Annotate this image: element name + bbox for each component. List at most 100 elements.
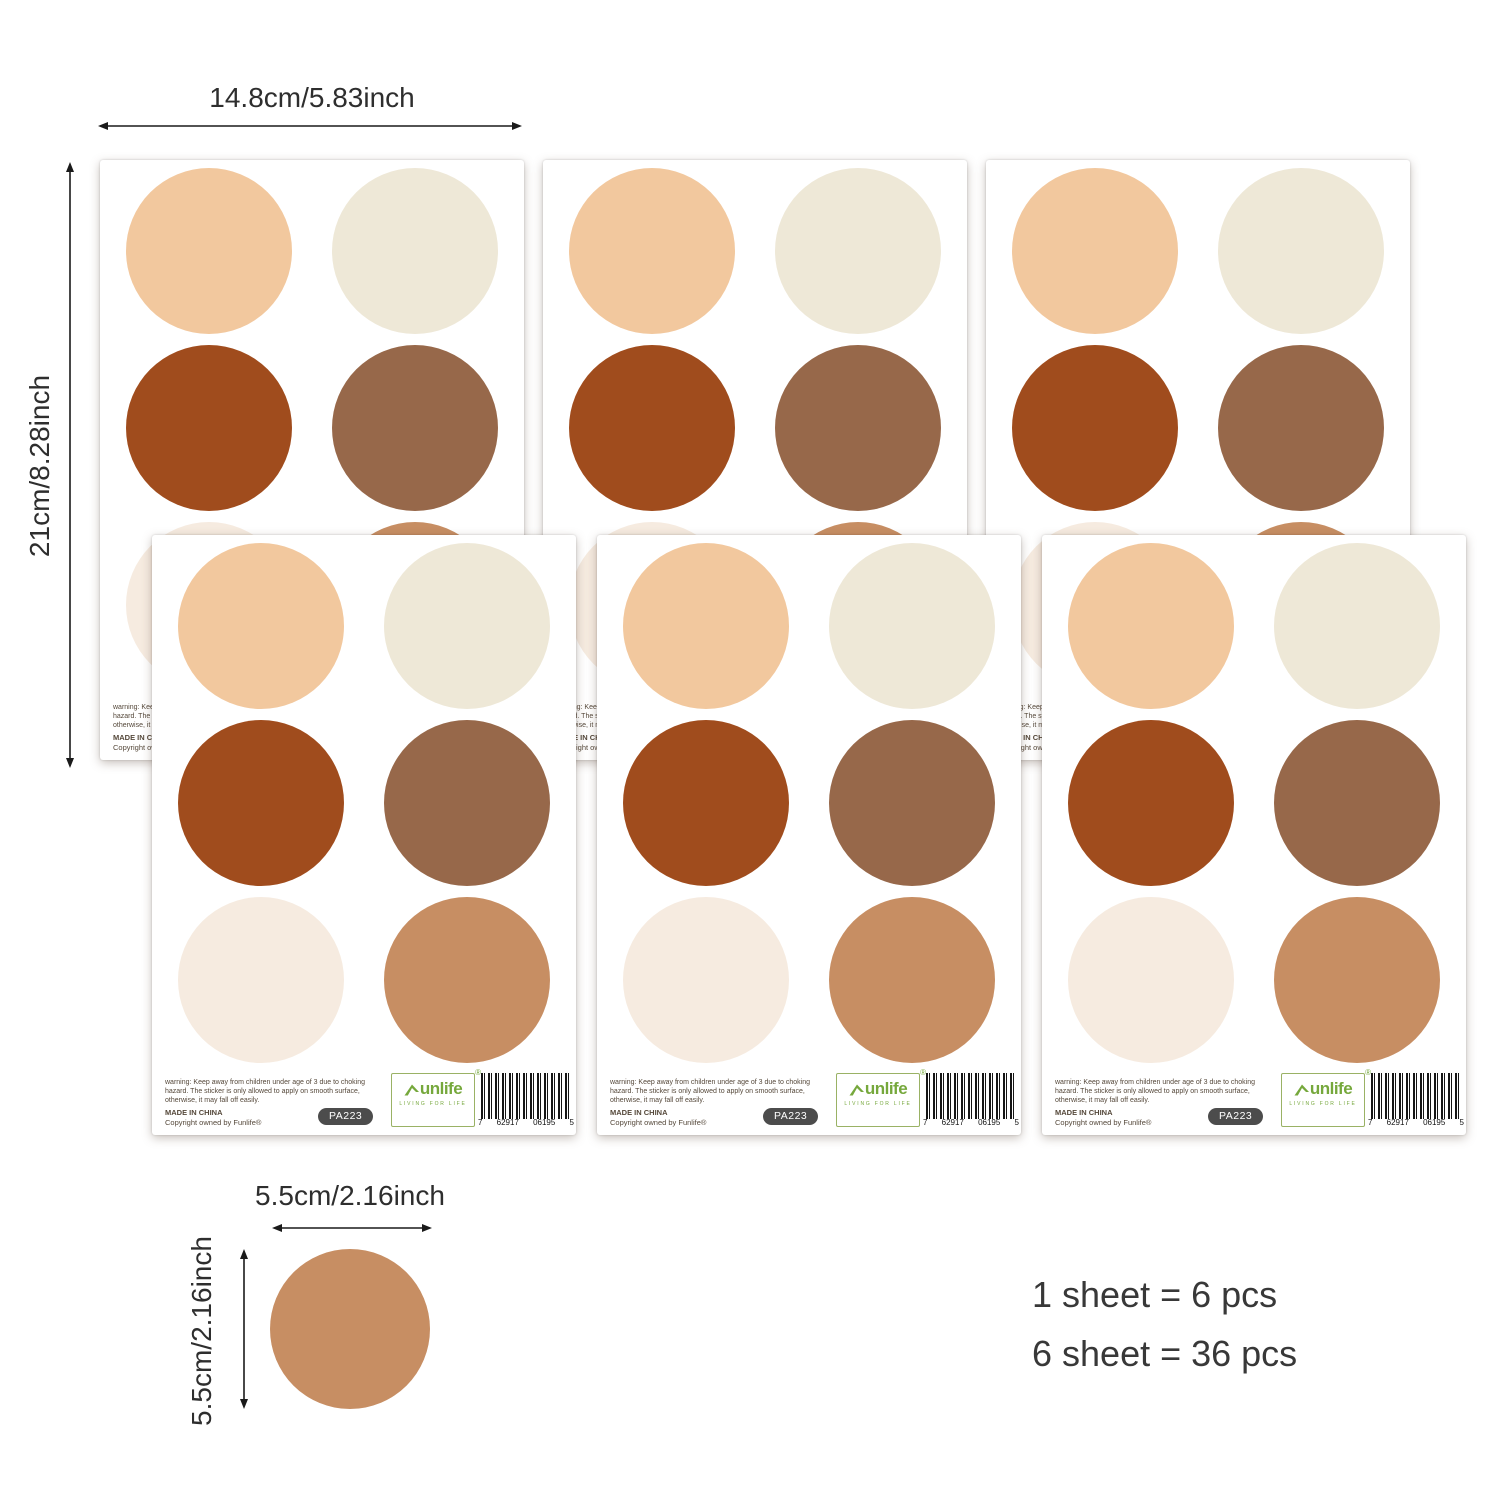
warning-text: warning: Keep away from children under a…	[1055, 1078, 1256, 1104]
dot-grid	[623, 543, 995, 1063]
height-arrow-icon	[66, 162, 74, 768]
house-roof-icon	[849, 1084, 864, 1096]
sticker-dot-rust	[178, 720, 344, 886]
sticker-dot-rust	[126, 345, 292, 511]
dot-grid	[178, 543, 550, 1063]
barcode-digit-lead: 7	[476, 1118, 485, 1127]
made-in-text: MADE IN CHINA	[610, 1108, 668, 1117]
sticker-sheet: warning: Keep away from children under a…	[1042, 535, 1466, 1135]
sticker-dot-brown	[384, 720, 550, 886]
sticker-dot-cream	[775, 168, 941, 334]
barcode-bars-icon	[926, 1073, 1016, 1119]
barcode-digit-group2: 06195	[1421, 1118, 1448, 1127]
made-in-text: MADE IN CHINA	[165, 1108, 223, 1117]
sticker-dot-brown	[1218, 345, 1384, 511]
sticker-dot-cream	[332, 168, 498, 334]
dot-width-label: 5.5cm/2.16inch	[255, 1180, 445, 1211]
barcode-digit-group2: 06195	[531, 1118, 558, 1127]
house-roof-icon	[404, 1084, 419, 1096]
sku-badge: PA223	[763, 1108, 819, 1125]
sticker-dot-terracotta	[384, 897, 550, 1063]
barcode-bars-icon	[481, 1073, 571, 1119]
logo-tagline: LIVING FOR LIFE	[1289, 1101, 1357, 1108]
warning-text: warning: Keep away from children under a…	[165, 1078, 366, 1104]
barcode-bars-icon	[1371, 1073, 1461, 1119]
registered-mark: ®	[475, 1068, 481, 1077]
sticker-dot-cream	[384, 543, 550, 709]
barcode-digits: 7 62917 06195 5	[1366, 1119, 1466, 1127]
sticker-dot-cream	[1218, 168, 1384, 334]
sku-badge: PA223	[1208, 1108, 1264, 1125]
sticker-sheet: warning: Keep away from children under a…	[152, 535, 576, 1135]
sticker-dot-peach	[623, 543, 789, 709]
single-sticker-dot	[270, 1249, 430, 1409]
sticker-dot-rust	[1068, 720, 1234, 886]
sku-badge: PA223	[318, 1108, 374, 1125]
brand-text: unlife	[419, 1079, 463, 1098]
sticker-dot-terracotta	[1274, 897, 1440, 1063]
sheet-width-label: 14.8cm/5.83inch	[209, 82, 415, 113]
logo-tagline: LIVING FOR LIFE	[399, 1101, 467, 1108]
copyright-text: Copyright owned by Funlife®	[165, 1118, 262, 1127]
sticker-dot-blush	[623, 897, 789, 1063]
sticker-dot-cream	[829, 543, 995, 709]
dot-grid	[1068, 543, 1440, 1063]
brand-text: unlife	[864, 1079, 908, 1098]
quantity-note: 1 sheet = 6 pcs 6 sheet = 36 pcs	[1032, 1265, 1297, 1383]
brand-text: unlife	[1309, 1079, 1353, 1098]
made-in-text: MADE IN CHINA	[1055, 1108, 1113, 1117]
dot-height-arrow-icon	[240, 1249, 248, 1409]
fine-print-text-block: warning: Keep away from children under a…	[610, 1078, 834, 1127]
sticker-dot-peach	[1012, 168, 1178, 334]
barcode: 7 62917 06195 5	[476, 1073, 576, 1127]
sticker-dot-blush	[178, 897, 344, 1063]
funlife-wordmark: unlife	[1282, 1079, 1364, 1098]
barcode: 7 62917 06195 5	[1366, 1073, 1466, 1127]
barcode-digit-check: 5	[567, 1118, 576, 1127]
barcode-digit-check: 5	[1012, 1118, 1021, 1127]
warning-text: warning: Keep away from children under a…	[610, 1078, 811, 1104]
dot-width-arrow-icon	[272, 1224, 432, 1232]
barcode-digit-group1: 62917	[1384, 1118, 1411, 1127]
sticker-dot-brown	[775, 345, 941, 511]
sticker-dot-peach	[1068, 543, 1234, 709]
sticker-dot-cream	[1274, 543, 1440, 709]
sticker-dot-rust	[1012, 345, 1178, 511]
barcode-digits: 7 62917 06195 5	[476, 1119, 576, 1127]
barcode-digit-lead: 7	[921, 1118, 930, 1127]
house-roof-icon	[1294, 1084, 1309, 1096]
funlife-wordmark: unlife	[837, 1079, 919, 1098]
fine-print-strip: warning: Keep away from children under a…	[1055, 1068, 1466, 1127]
registered-mark: ®	[1365, 1068, 1371, 1077]
made-in-text: MADE IN CHINA	[556, 733, 614, 742]
registered-mark: ®	[920, 1068, 926, 1077]
sticker-dot-brown	[829, 720, 995, 886]
logo-tagline: LIVING FOR LIFE	[844, 1101, 912, 1108]
sticker-dot-peach	[569, 168, 735, 334]
sticker-dot-terracotta	[829, 897, 995, 1063]
barcode-digits: 7 62917 06195 5	[921, 1119, 1021, 1127]
funlife-logo: ® unlife LIVING FOR LIFE	[1281, 1068, 1371, 1127]
sticker-dot-rust	[569, 345, 735, 511]
copyright-text: Copyright owned by Funlife®	[610, 1118, 707, 1127]
quantity-line-1: 1 sheet = 6 pcs	[1032, 1274, 1278, 1315]
sticker-dot-rust	[623, 720, 789, 886]
sheet-height-label: 21cm/8.28inch	[24, 374, 55, 558]
funlife-wordmark: unlife	[392, 1079, 474, 1098]
copyright-text: Copyright owned by Funlife®	[1055, 1118, 1152, 1127]
barcode: 7 62917 06195 5	[921, 1073, 1021, 1127]
made-in-text: MADE IN CHINA	[999, 733, 1057, 742]
sticker-dot-brown	[332, 345, 498, 511]
sticker-dot-blush	[1068, 897, 1234, 1063]
barcode-digit-group1: 62917	[494, 1118, 521, 1127]
sticker-dot-peach	[126, 168, 292, 334]
funlife-logo: ® unlife LIVING FOR LIFE	[391, 1068, 481, 1127]
quantity-line-2: 6 sheet = 36 pcs	[1032, 1333, 1298, 1374]
sticker-sheet: warning: Keep away from children under a…	[597, 535, 1021, 1135]
barcode-digit-group2: 06195	[976, 1118, 1003, 1127]
dot-height-label: 5.5cm/2.16inch	[186, 1236, 217, 1426]
fine-print-strip: warning: Keep away from children under a…	[165, 1068, 576, 1127]
fine-print-strip: warning: Keep away from children under a…	[610, 1068, 1021, 1127]
barcode-digit-check: 5	[1457, 1118, 1466, 1127]
